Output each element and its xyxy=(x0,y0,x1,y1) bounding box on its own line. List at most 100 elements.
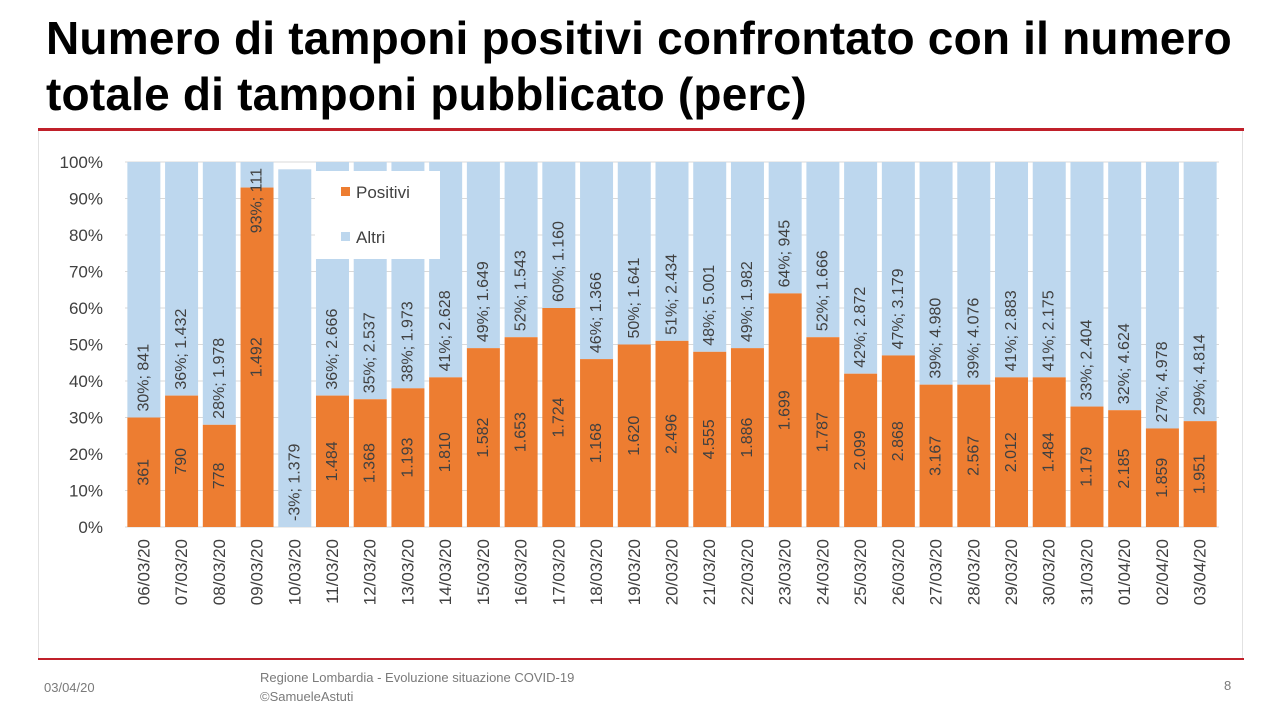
x-tick-label: 24/03/20 xyxy=(813,539,832,605)
stacked-percent-bar-chart: 0% 10% 20% 30% 40% 50% 60% 70% 80% 90% 100% Positiv… xyxy=(60,153,1219,605)
bar-altri xyxy=(617,162,651,345)
data-label-positivi: 2.012 xyxy=(1003,432,1020,472)
data-label-altri: -3%; 1.379 xyxy=(286,444,303,521)
x-tick-label: 18/03/20 xyxy=(587,539,606,605)
data-label-altri: 49%; 1.649 xyxy=(475,261,492,342)
data-label-positivi: 2.185 xyxy=(1116,448,1133,488)
data-label-positivi: 790 xyxy=(173,448,190,475)
bar-positivi xyxy=(1183,421,1217,527)
data-label-positivi: 2.567 xyxy=(965,436,982,476)
bar-altri xyxy=(1145,162,1179,429)
bar-altri xyxy=(919,162,953,385)
bar-positivi xyxy=(127,417,161,527)
data-label-altri: 32%; 4.624 xyxy=(1116,323,1133,404)
x-tick-label: 11/03/20 xyxy=(323,539,342,604)
bar-altri xyxy=(202,162,236,425)
data-label-altri: 93%; 111 xyxy=(249,168,266,233)
bar-positivi xyxy=(1108,410,1142,527)
data-label-altri: 41%; 2.175 xyxy=(1041,290,1058,371)
y-tick-label: 10% xyxy=(69,482,103,501)
bar-altri xyxy=(806,162,840,338)
data-label-altri: 33%; 2.404 xyxy=(1078,319,1095,400)
footer-source: Regione Lombardia - Evoluzione situazion… xyxy=(260,668,574,706)
x-tick-label: 28/03/20 xyxy=(964,539,983,605)
data-label-positivi: 1.724 xyxy=(550,397,567,437)
bar-positivi xyxy=(1070,406,1104,527)
x-tick-label: 26/03/20 xyxy=(889,539,908,605)
footer-source-title: Regione Lombardia - Evoluzione situazion… xyxy=(260,670,575,685)
y-tick-label: 40% xyxy=(69,372,103,391)
data-label-positivi: 1.859 xyxy=(1154,458,1171,498)
x-tick-label: 14/03/20 xyxy=(436,539,455,605)
data-label-positivi: 1.193 xyxy=(399,438,416,478)
data-label-altri: 27%; 4.978 xyxy=(1154,341,1171,422)
x-tick-label: 02/04/20 xyxy=(1153,539,1172,605)
x-tick-label: 13/03/20 xyxy=(398,539,417,605)
bar-altri xyxy=(240,162,274,188)
data-label-positivi: 2.868 xyxy=(890,421,907,461)
data-label-altri: 46%; 1.366 xyxy=(588,272,605,353)
data-label-altri: 49%; 1.982 xyxy=(739,261,756,342)
bar-altri xyxy=(580,162,614,360)
bar-positivi xyxy=(315,395,349,527)
bar-altri xyxy=(881,162,915,356)
bar-positivi xyxy=(768,293,802,527)
x-tick-label: 31/03/20 xyxy=(1077,539,1096,605)
bar-positivi xyxy=(693,351,727,527)
data-label-positivi: 1.810 xyxy=(437,432,454,472)
x-tick-label: 15/03/20 xyxy=(474,539,493,605)
data-label-altri: 51%; 2.434 xyxy=(664,254,681,335)
data-label-positivi: 1.492 xyxy=(249,337,266,377)
page-number: 8 xyxy=(1224,678,1232,693)
chart-area: 0% 10% 20% 30% 40% 50% 60% 70% 80% 90% 100% Positiv… xyxy=(38,131,1243,658)
data-label-positivi: 361 xyxy=(135,459,152,486)
bar-positivi xyxy=(995,377,1029,527)
bar-altri xyxy=(542,162,576,308)
x-tick-label: 27/03/20 xyxy=(927,539,946,605)
x-tick-label: 16/03/20 xyxy=(512,539,531,605)
bar-positivi xyxy=(429,377,463,527)
data-label-altri: 36%; 2.666 xyxy=(324,309,341,390)
slide-title: Numero di tamponi positivi confrontato c… xyxy=(46,12,1232,120)
footer-copyright: ©SamueleAstuti xyxy=(260,689,354,704)
data-label-altri: 50%; 1.641 xyxy=(626,257,643,338)
x-tick-label: 22/03/20 xyxy=(738,539,757,605)
data-label-positivi: 1.484 xyxy=(324,441,341,481)
y-tick-label: 0% xyxy=(78,518,103,537)
legend-swatch-positivi xyxy=(341,187,350,196)
bar-altri xyxy=(1183,162,1217,422)
x-tick-label: 09/03/20 xyxy=(248,539,267,605)
data-label-positivi: 2.099 xyxy=(852,430,869,470)
y-tick-label: 50% xyxy=(69,336,103,355)
data-label-altri: 28%; 1.978 xyxy=(211,338,228,419)
bar-positivi xyxy=(504,337,538,527)
x-tick-label: 10/03/20 xyxy=(285,539,304,605)
bar-altri xyxy=(655,162,689,341)
bar-positivi xyxy=(240,187,274,528)
bar-positivi xyxy=(655,340,689,527)
data-label-altri: 64%; 945 xyxy=(777,220,794,288)
y-tick-label: 90% xyxy=(69,190,103,209)
data-label-positivi: 4.555 xyxy=(701,419,718,459)
bar-positivi xyxy=(466,348,500,527)
footer-date: 03/04/20 xyxy=(44,680,95,695)
x-tick-label: 23/03/20 xyxy=(776,539,795,605)
data-label-altri: 39%; 4.076 xyxy=(965,298,982,379)
data-label-altri: 48%; 5.001 xyxy=(701,265,718,346)
data-label-altri: 52%; 1.543 xyxy=(513,250,530,331)
y-tick-label: 20% xyxy=(69,445,103,464)
data-label-altri: 41%; 2.883 xyxy=(1003,290,1020,371)
y-tick-label: 30% xyxy=(69,409,103,428)
title-divider xyxy=(38,128,1244,131)
data-label-positivi: 1.886 xyxy=(739,417,756,457)
bar-positivi xyxy=(202,424,236,527)
x-tick-label: 07/03/20 xyxy=(172,539,191,605)
data-label-positivi: 1.951 xyxy=(1192,454,1209,494)
y-tick-label: 60% xyxy=(69,299,103,318)
x-tick-label: 03/04/20 xyxy=(1191,539,1210,605)
x-tick-label: 17/03/20 xyxy=(549,539,568,605)
bar-altri xyxy=(278,169,312,528)
bar-positivi xyxy=(165,395,199,527)
bar-altri xyxy=(1108,162,1142,411)
bar-altri xyxy=(730,162,764,349)
